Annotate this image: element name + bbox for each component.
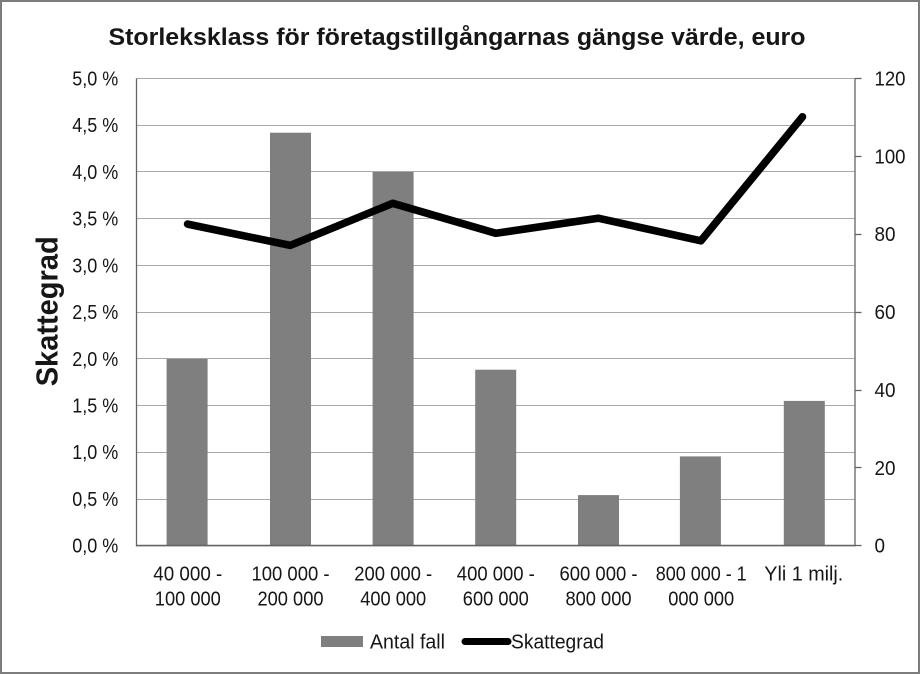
svg-text:4,5 %: 4,5 % bbox=[72, 115, 118, 137]
svg-text:2,5 %: 2,5 % bbox=[72, 302, 118, 324]
svg-text:Antal fall: Antal fall bbox=[370, 632, 445, 654]
svg-text:400 000: 400 000 bbox=[360, 589, 426, 611]
svg-text:40 000 -: 40 000 - bbox=[153, 563, 222, 585]
svg-text:100 000 -: 100 000 - bbox=[252, 563, 330, 585]
svg-text:3,0 %: 3,0 % bbox=[72, 255, 118, 277]
svg-text:400 000 -: 400 000 - bbox=[457, 563, 535, 585]
svg-text:100: 100 bbox=[875, 146, 906, 168]
svg-text:0,0 %: 0,0 % bbox=[72, 536, 118, 558]
svg-text:1,0 %: 1,0 % bbox=[72, 442, 118, 464]
svg-text:5,0 %: 5,0 % bbox=[72, 68, 118, 90]
svg-text:60: 60 bbox=[875, 302, 896, 324]
svg-text:20: 20 bbox=[875, 458, 896, 480]
svg-text:0: 0 bbox=[875, 536, 886, 558]
svg-text:40: 40 bbox=[875, 380, 896, 402]
svg-text:600 000: 600 000 bbox=[463, 589, 529, 611]
svg-text:120: 120 bbox=[875, 68, 906, 90]
svg-text:800 000 - 1: 800 000 - 1 bbox=[656, 563, 747, 585]
svg-text:80: 80 bbox=[875, 224, 896, 246]
svg-text:Skattegrad: Skattegrad bbox=[30, 236, 65, 386]
svg-text:100 000: 100 000 bbox=[155, 589, 221, 611]
svg-text:0,5 %: 0,5 % bbox=[72, 489, 118, 511]
svg-text:Storleksklass för företagstill: Storleksklass för företagstillgångarnas … bbox=[109, 25, 806, 51]
svg-text:200 000: 200 000 bbox=[258, 589, 324, 611]
svg-text:1,5 %: 1,5 % bbox=[72, 396, 118, 418]
svg-text:Skattegrad: Skattegrad bbox=[511, 632, 604, 654]
svg-text:Yli 1 milj.: Yli 1 milj. bbox=[764, 563, 843, 585]
svg-text:2,0 %: 2,0 % bbox=[72, 349, 118, 371]
svg-text:4,0 %: 4,0 % bbox=[72, 162, 118, 184]
svg-text:000 000: 000 000 bbox=[668, 589, 734, 611]
svg-text:200 000 -: 200 000 - bbox=[354, 563, 432, 585]
svg-text:800 000: 800 000 bbox=[566, 589, 632, 611]
svg-text:600 000 -: 600 000 - bbox=[560, 563, 638, 585]
svg-text:3,5 %: 3,5 % bbox=[72, 209, 118, 231]
